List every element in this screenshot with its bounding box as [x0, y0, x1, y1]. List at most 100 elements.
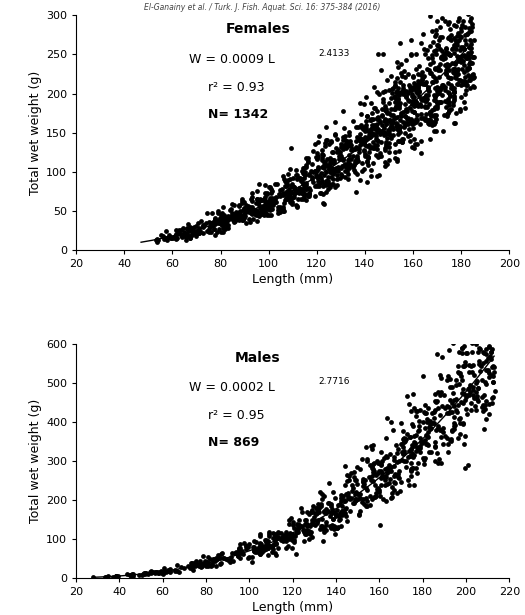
Point [372, 119, 381, 129]
Point [453, 407, 461, 417]
Point [184, 561, 192, 571]
Point [456, 105, 464, 114]
Point [356, 506, 364, 516]
Point [267, 547, 276, 557]
Point [185, 226, 193, 236]
Point [291, 531, 300, 541]
Point [375, 170, 384, 180]
Point [193, 559, 202, 569]
Point [387, 120, 395, 130]
Point [320, 526, 329, 536]
Point [199, 220, 207, 230]
Point [459, 60, 468, 69]
Point [289, 182, 298, 192]
Point [418, 74, 426, 84]
Point [331, 530, 339, 539]
Point [442, 65, 450, 75]
Point [410, 480, 418, 490]
Point [461, 392, 470, 402]
Point [374, 89, 383, 99]
Point [431, 91, 439, 101]
Point [469, 81, 477, 91]
Point [452, 21, 460, 31]
Point [291, 185, 299, 195]
Point [274, 202, 282, 212]
Point [459, 384, 467, 394]
Point [368, 441, 376, 451]
Point [260, 210, 269, 220]
Point [458, 20, 467, 30]
Point [400, 66, 408, 76]
Point [213, 555, 222, 565]
Point [419, 113, 427, 123]
Point [427, 111, 435, 121]
Point [316, 525, 324, 534]
Point [401, 111, 410, 121]
Point [384, 85, 393, 95]
Point [211, 230, 219, 240]
Point [398, 117, 407, 127]
Point [490, 327, 498, 337]
Point [314, 164, 322, 174]
Point [268, 200, 277, 210]
Point [269, 534, 278, 544]
Point [333, 180, 341, 190]
Point [341, 509, 349, 518]
Point [198, 221, 207, 231]
Point [302, 178, 311, 188]
Point [407, 116, 415, 125]
Point [468, 52, 477, 62]
Point [436, 390, 444, 400]
Point [183, 223, 192, 232]
Point [336, 150, 344, 160]
Point [450, 20, 458, 30]
Point [311, 181, 319, 191]
Point [343, 493, 352, 502]
Point [450, 92, 458, 101]
Point [246, 218, 254, 228]
Point [205, 221, 214, 231]
Point [159, 231, 167, 241]
Point [235, 215, 243, 225]
Point [327, 499, 335, 509]
Point [466, 35, 474, 45]
Point [303, 153, 312, 163]
Point [359, 482, 367, 491]
Point [454, 64, 462, 74]
Point [208, 554, 217, 564]
Point [158, 567, 166, 577]
Point [245, 552, 253, 561]
Point [246, 202, 255, 212]
Point [253, 206, 261, 216]
Point [464, 52, 473, 62]
Point [434, 62, 443, 72]
Point [267, 210, 276, 220]
Point [209, 218, 218, 228]
Point [280, 206, 288, 216]
Point [452, 44, 460, 54]
Point [318, 162, 327, 172]
Point [242, 544, 250, 554]
Point [198, 561, 206, 571]
Point [430, 73, 439, 83]
Point [442, 44, 450, 54]
Point [469, 327, 477, 337]
Point [294, 527, 302, 537]
Point [397, 71, 406, 81]
Point [318, 153, 326, 162]
Point [220, 210, 228, 220]
Point [218, 202, 227, 212]
Point [319, 181, 327, 191]
Point [416, 437, 425, 447]
Point [321, 517, 330, 527]
Point [318, 524, 327, 534]
Point [322, 135, 331, 145]
Point [270, 197, 279, 207]
Point [360, 146, 368, 156]
Point [337, 143, 345, 153]
Point [445, 89, 454, 98]
Point [320, 160, 328, 170]
Point [414, 82, 422, 92]
Point [327, 501, 335, 510]
Point [356, 490, 364, 499]
